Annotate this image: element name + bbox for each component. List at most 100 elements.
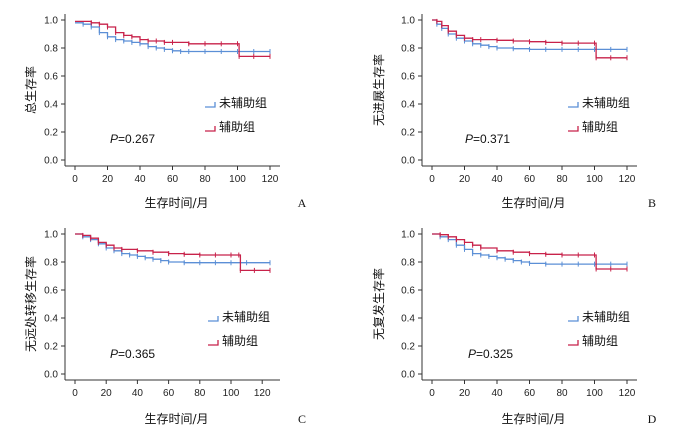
- series-assisted: [75, 20, 271, 59]
- p-value-prefix: P: [110, 347, 118, 361]
- y-tick-label: 0.2: [401, 128, 415, 139]
- legend-swatch: [568, 340, 579, 346]
- y-axis-title: 总生存率: [23, 66, 38, 114]
- legend-item: 辅助组: [208, 334, 258, 348]
- y-tick-label: 0.8: [401, 44, 415, 55]
- p-value-number: =0.365: [118, 347, 155, 361]
- x-tick-label: 60: [524, 388, 536, 399]
- survival-curve: [75, 233, 270, 272]
- y-tick-label: 0.2: [44, 342, 58, 353]
- x-tick-label: 0: [72, 388, 78, 399]
- series-assisted: [75, 232, 271, 273]
- legend-item: 未辅助组: [208, 310, 270, 324]
- panel-letter: C: [298, 412, 306, 426]
- x-tick-label: 60: [167, 174, 179, 185]
- y-tick-label: 0.6: [44, 72, 58, 83]
- legend-swatch: [568, 102, 579, 108]
- y-tick-label: 1.0: [44, 16, 58, 27]
- y-axis-title: 无进展生存率: [371, 54, 386, 126]
- legend-label: 辅助组: [582, 120, 618, 134]
- x-tick-label: 120: [254, 388, 271, 399]
- p-value-text: P=0.325: [468, 347, 513, 361]
- y-tick-label: 0.4: [401, 100, 415, 111]
- y-axis-title: 无复发生存率: [371, 268, 386, 340]
- x-tick-label: 80: [556, 388, 568, 399]
- y-axis-title: 无远处转移生存率: [23, 256, 38, 352]
- panel-letter: B: [648, 196, 656, 210]
- x-tick-label: 40: [132, 388, 144, 399]
- legend-swatch: [205, 126, 216, 132]
- legend-swatch: [208, 316, 219, 322]
- x-tick-label: 20: [459, 174, 471, 185]
- y-tick-label: 0.0: [401, 156, 415, 167]
- y-tick-label: 0.8: [44, 44, 58, 55]
- x-tick-label: 120: [262, 174, 279, 185]
- legend-item: 未辅助组: [205, 96, 267, 110]
- y-tick-label: 0.0: [44, 156, 58, 167]
- y-tick-label: 0.6: [401, 286, 415, 297]
- p-value-number: =0.267: [118, 132, 155, 146]
- legend-item: 辅助组: [205, 120, 255, 134]
- x-axis-title: 生存时间/月: [144, 196, 208, 210]
- y-tick-label: 0.0: [401, 370, 415, 381]
- p-value-prefix: P: [110, 132, 118, 146]
- legend-swatch: [208, 340, 219, 346]
- y-tick-label: 0.6: [44, 286, 58, 297]
- x-tick-label: 40: [491, 174, 503, 185]
- y-tick-label: 0.4: [44, 100, 58, 111]
- x-tick-label: 40: [491, 388, 503, 399]
- x-tick-label: 0: [72, 174, 78, 185]
- y-tick-label: 1.0: [401, 230, 415, 241]
- survival-curve: [75, 20, 270, 58]
- x-tick-label: 60: [163, 388, 175, 399]
- series-unassisted: [432, 233, 628, 267]
- legend-label: 未辅助组: [582, 310, 630, 324]
- p-value-number: =0.371: [473, 132, 510, 146]
- y-tick-label: 0.4: [44, 314, 58, 325]
- legend-label: 辅助组: [222, 334, 258, 348]
- x-tick-label: 20: [459, 388, 471, 399]
- legend-item: 辅助组: [568, 334, 618, 348]
- x-tick-label: 60: [524, 174, 536, 185]
- series-unassisted: [75, 21, 271, 54]
- x-tick-label: 40: [134, 174, 146, 185]
- legend-swatch: [568, 316, 579, 322]
- survival-curve: [432, 233, 627, 265]
- chart-panel-c: 0.0 0.2 0.4 0.6 0.8 1.0 0 20 40 60 80 100 120 无远处转移生存…: [23, 228, 306, 426]
- p-value-text: P=0.267: [110, 132, 155, 146]
- x-tick-label: 20: [101, 388, 113, 399]
- p-value-text: P=0.371: [465, 132, 510, 146]
- legend-label: 未辅助组: [582, 96, 630, 110]
- x-tick-label: 80: [556, 174, 568, 185]
- y-tick-label: 0.0: [44, 370, 58, 381]
- x-tick-label: 100: [586, 388, 603, 399]
- series-assisted: [432, 18, 628, 61]
- legend-swatch: [205, 102, 216, 108]
- chart-panel-b: 0.0 0.2 0.4 0.6 0.8 1.0 0 20 40 60 80 100 120 无进展生存率生…: [371, 14, 656, 210]
- p-value-prefix: P: [465, 132, 473, 146]
- y-tick-label: 0.2: [401, 342, 415, 353]
- x-tick-label: 0: [429, 174, 435, 185]
- x-tick-label: 100: [229, 174, 246, 185]
- legend-label: 辅助组: [219, 120, 255, 134]
- x-tick-label: 80: [194, 388, 206, 399]
- y-tick-label: 0.8: [44, 258, 58, 269]
- legend-item: 未辅助组: [568, 96, 630, 110]
- y-tick-label: 0.2: [44, 128, 58, 139]
- x-axis-title: 生存时间/月: [501, 412, 565, 426]
- survival-curve: [432, 19, 627, 51]
- p-value-text: P=0.365: [110, 347, 155, 361]
- x-tick-label: 120: [619, 388, 636, 399]
- x-tick-label: 80: [199, 174, 211, 185]
- x-tick-label: 120: [619, 174, 636, 185]
- x-axis-title: 生存时间/月: [501, 196, 565, 210]
- legend-label: 未辅助组: [222, 310, 270, 324]
- y-tick-label: 0.6: [401, 72, 415, 83]
- panel-letter: D: [648, 412, 657, 426]
- legend-item: 辅助组: [568, 120, 618, 134]
- series-assisted: [432, 232, 628, 272]
- chart-panel-d: 0.0 0.2 0.4 0.6 0.8 1.0 0 20 40 60 80 100 120 无复发生存率生…: [371, 228, 657, 426]
- y-tick-label: 1.0: [44, 230, 58, 241]
